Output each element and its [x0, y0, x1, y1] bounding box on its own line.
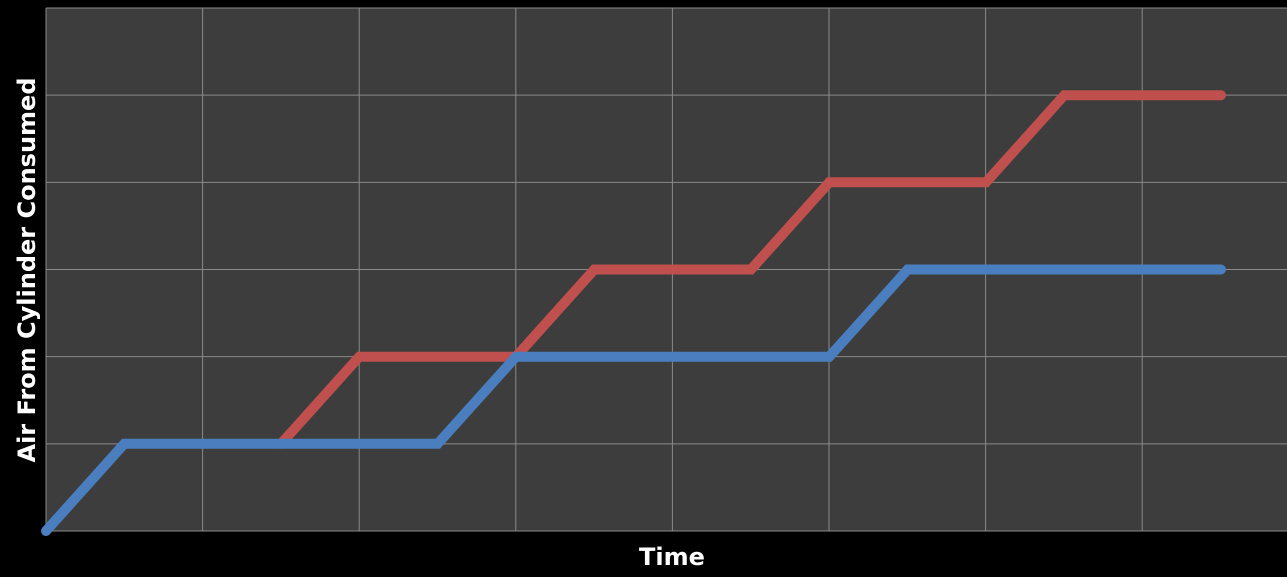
series-layer [41, 90, 1226, 536]
series-line-1 [276, 90, 1226, 449]
x-axis-title: Time [639, 543, 705, 571]
series-line-2 [41, 264, 1226, 536]
y-axis-title: Air From Cylinder Consumed [13, 77, 41, 462]
